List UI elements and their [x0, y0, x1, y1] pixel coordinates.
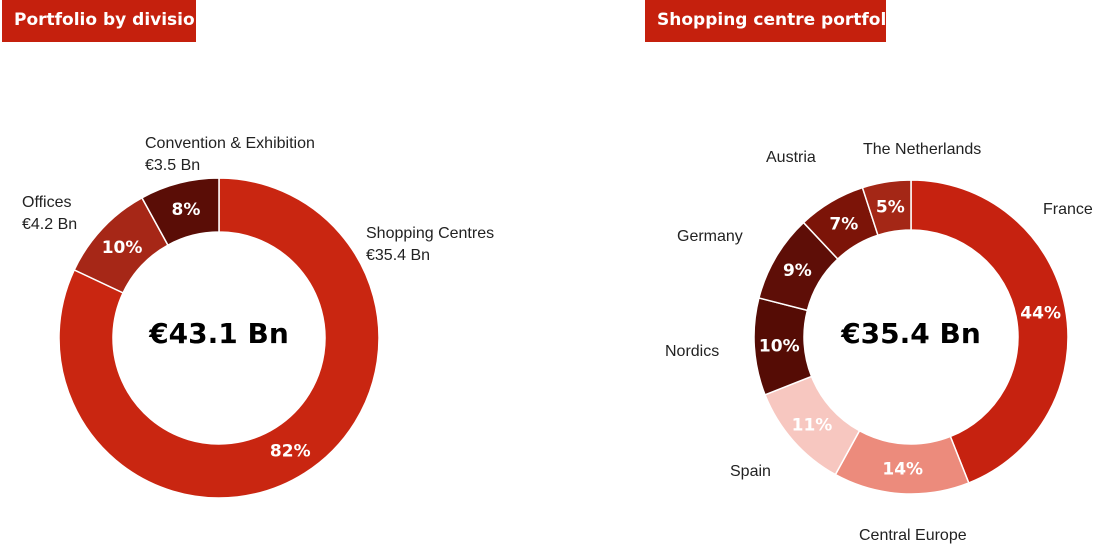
slice-label-nordics: Nordics [665, 343, 719, 360]
donut-slice-france [910, 179, 1069, 484]
slices-shopping-centre [753, 179, 1069, 495]
percent-labels-shopping-centre: 44% 14% 11% 10% 9% 7% 5% [759, 198, 1061, 480]
chart-title-division: Portfolio by division [2, 0, 207, 42]
percent-label-convention-exhibition: 8% [171, 200, 200, 220]
percent-label-central-europe: 14% [882, 460, 923, 480]
slice-label-spain: Spain [730, 463, 771, 480]
slice-label-offices: Offices [22, 194, 72, 211]
slice-label-austria: Austria [766, 149, 816, 166]
slice-label-convention: Convention & Exhibition [145, 135, 315, 152]
slice-amount-convention: €3.5 Bn [145, 157, 200, 174]
percent-label-spain: 11% [792, 415, 833, 435]
center-total-division: €43.1 Bn [148, 317, 289, 350]
slice-label-shopping-centres: Shopping Centres [366, 225, 494, 242]
slice-label-netherlands: The Netherlands [863, 141, 981, 158]
percent-label-the-netherlands: 5% [876, 198, 905, 218]
slice-amount-offices: €4.2 Bn [22, 216, 77, 233]
percent-label-shopping-centres: 82% [270, 441, 311, 461]
slice-label-germany: Germany [677, 228, 743, 245]
donut-chart-shopping-centre: 44% 14% 11% 10% 9% 7% 5% €35.4 Bn France Centr… [665, 141, 1093, 544]
donut-chart-division: 82% 10% 8% €43.1 Bn Convention & Exhibitio… [22, 135, 494, 499]
slice-label-france: France [1043, 201, 1093, 218]
center-total-shopping-centre: €35.4 Bn [840, 317, 981, 350]
chart-title-shopping-centre: Shopping centre portfolio [645, 0, 904, 42]
percent-label-nordics: 10% [759, 336, 800, 356]
donut-slice-convention-exhibition [140, 177, 220, 247]
slices-division [58, 177, 380, 499]
percent-label-germany: 9% [783, 261, 812, 281]
percent-label-offices: 10% [102, 238, 143, 258]
percent-labels-division: 82% 10% 8% [102, 200, 311, 461]
donut-slice-the-netherlands [861, 179, 912, 237]
donut-slice-shopping-centres [58, 177, 380, 499]
percent-label-austria: 7% [829, 214, 858, 234]
slice-label-central-europe: Central Europe [859, 527, 967, 544]
percent-label-france: 44% [1020, 303, 1061, 323]
slice-amount-shopping-centres: €35.4 Bn [366, 247, 430, 264]
